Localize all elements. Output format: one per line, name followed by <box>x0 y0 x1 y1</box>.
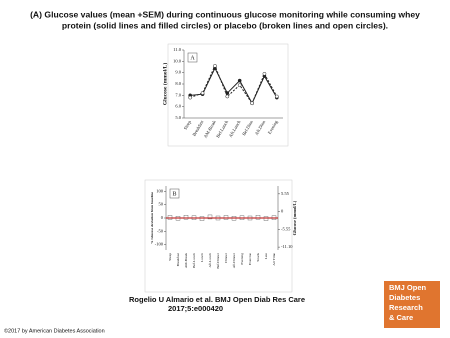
y-tick-label: 6.0 <box>175 104 181 109</box>
x-tick-label: Aft.Lunch <box>228 119 242 138</box>
box <box>183 214 189 220</box>
panel-label: B <box>172 191 176 197</box>
point <box>200 91 205 95</box>
y-axis-label: Glucose (mmol/L) <box>161 63 168 105</box>
y-tick-label: 8.0 <box>175 81 181 86</box>
x-tick-label: Sleep <box>183 119 193 131</box>
y-tick-label: 9.0 <box>175 70 181 75</box>
y2-tick-label: 5.55 <box>281 191 290 196</box>
logo-text: & Care <box>389 313 413 322</box>
y2-axis-label: Glucose (mmol/L) <box>292 200 297 235</box>
x-tick-label: Bef.Dinn <box>241 119 254 137</box>
x-tick-label: Evening <box>267 119 279 135</box>
point <box>262 71 267 76</box>
y2-tick-label: -5.55 <box>281 226 291 231</box>
box <box>207 214 213 220</box>
box <box>247 215 253 221</box>
x-tick-label: Late <box>264 253 268 260</box>
citation: Rogelio U Almario et al. BMJ Open Diab R… <box>129 295 305 304</box>
box <box>239 215 245 220</box>
logo-text: Diabetes <box>389 293 420 302</box>
x-tick-label: Bef.Dinner <box>216 252 220 268</box>
panel-b-frame <box>144 179 293 293</box>
box <box>199 216 205 221</box>
y-tick-label: 0 <box>161 215 164 220</box>
x-tick-label: Bef.Lunch <box>192 253 196 268</box>
box <box>263 216 269 221</box>
point <box>274 94 279 99</box>
point <box>188 95 193 100</box>
x-tick-label: Aft.Lunch <box>208 253 212 268</box>
x-tick-label: Lunch <box>200 253 204 262</box>
y-tick-label: 100 <box>156 188 164 193</box>
point <box>213 64 217 68</box>
panel-label-box <box>169 188 180 199</box>
copyright: ©2017 by American Diabetes Association <box>4 327 105 334</box>
y2-tick-label: 0 <box>281 209 284 214</box>
x-tick-label: Sleep <box>168 253 172 261</box>
y-tick-label: 7.0 <box>175 92 181 97</box>
x-tick-label: Breakfast <box>176 253 180 266</box>
point <box>225 94 230 99</box>
x-tick-label: AM-Break <box>184 253 188 268</box>
box <box>191 215 197 220</box>
panel-a-frame <box>167 43 289 147</box>
point <box>237 83 242 87</box>
y-axis-label: % Glucose deviation from baseline <box>150 192 154 244</box>
x-tick-label: Breakfast <box>191 119 204 137</box>
y-tick-label: -100 <box>155 242 164 247</box>
logo-box <box>384 281 440 328</box>
box <box>175 216 181 221</box>
x-tick-label: Evening <box>240 253 244 265</box>
y-tick-label: 11.0 <box>173 47 181 52</box>
box <box>231 216 237 221</box>
box <box>223 215 229 220</box>
point <box>237 78 242 83</box>
title-line: (A) Glucose values (mean +SEM) during co… <box>30 9 420 19</box>
citation: 2017;5:e000420 <box>168 304 223 313</box>
logo-text: BMJ Open <box>389 283 427 292</box>
box <box>167 215 173 220</box>
x-tick-label: Snack <box>256 253 260 262</box>
y-tick-label: -50 <box>157 228 164 233</box>
series-line <box>190 64 278 105</box>
series-line <box>190 66 278 105</box>
x-tick-label: Aft.Dinn <box>254 119 267 136</box>
y2-tick-label: -11.10 <box>281 244 293 249</box>
y-tick-label: 10.0 <box>173 58 182 63</box>
point <box>250 101 254 106</box>
x-tick-label: All Time <box>272 253 276 266</box>
title-line: protein (solid lines and filled circles)… <box>62 20 388 30</box>
box <box>255 214 261 220</box>
x-tick-label: Exercise <box>248 253 252 265</box>
panel-label: A <box>190 55 195 61</box>
box <box>271 215 277 220</box>
logo-text: Research <box>389 303 423 312</box>
x-tick-label: Aft.Dinner <box>232 252 236 268</box>
x-tick-label: Dinner <box>224 252 228 263</box>
y-tick-label: 5.0 <box>175 115 181 120</box>
panel-label-box <box>187 52 198 63</box>
box <box>215 215 221 221</box>
y-tick-label: 50 <box>159 202 164 207</box>
